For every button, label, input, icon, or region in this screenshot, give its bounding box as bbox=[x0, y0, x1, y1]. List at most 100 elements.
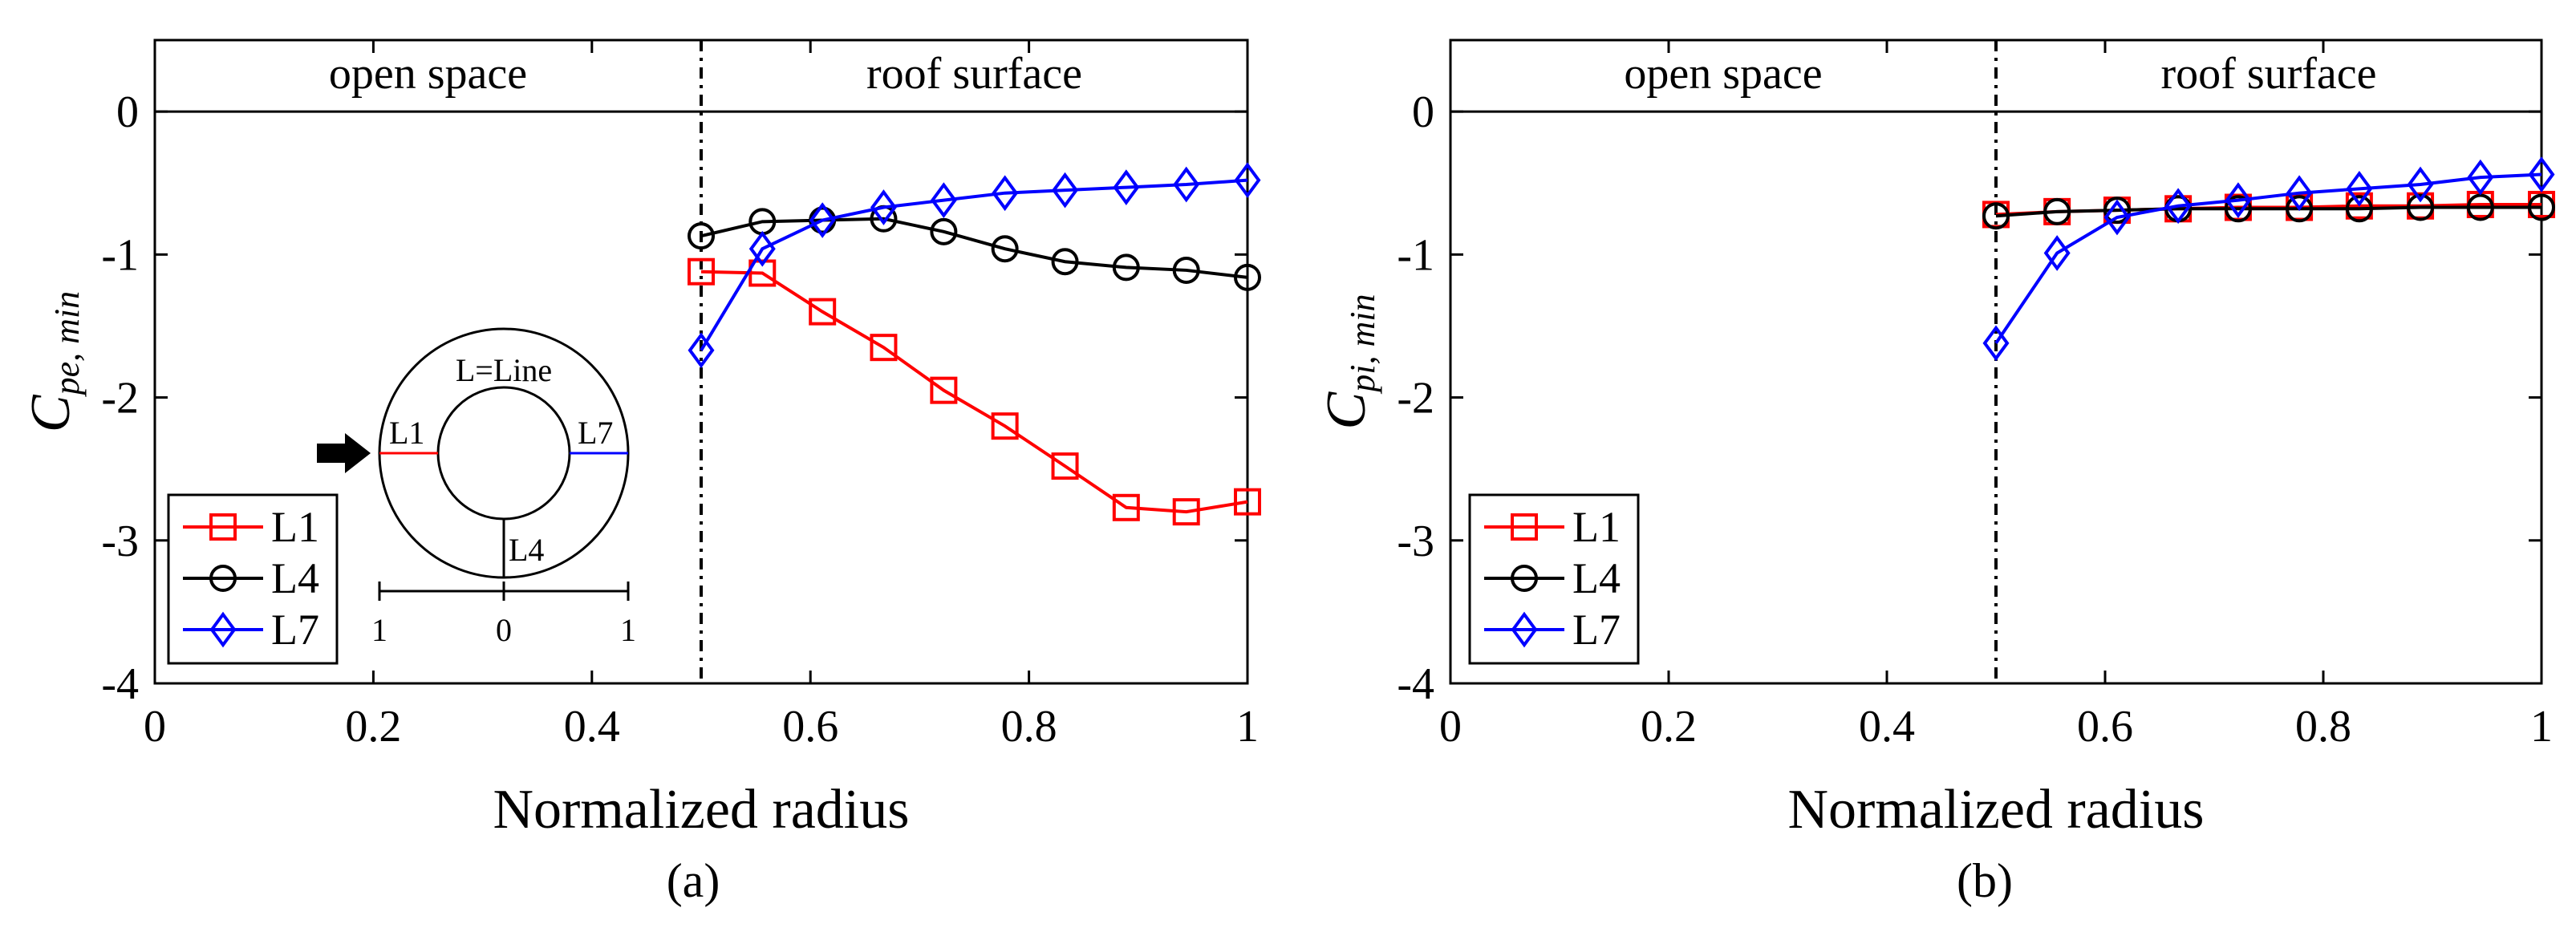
region-label-open-space: open space bbox=[329, 49, 527, 99]
data-point-l4 bbox=[1112, 253, 1140, 282]
data-point-l7 bbox=[2043, 235, 2071, 271]
x-axis-title: Normalized radius bbox=[1788, 779, 2205, 841]
y-tick-label: 0 bbox=[116, 87, 139, 137]
panel-b: open space roof surface 0 0.2 0.4 0.6 0.8 1 0 -1 -… bbox=[1316, 38, 2555, 907]
legend-marker-l4 bbox=[209, 565, 237, 592]
inset-label-l1: L1 bbox=[389, 415, 424, 451]
region-label-open-space: open space bbox=[1624, 49, 1822, 99]
x-tick-label: 0.6 bbox=[782, 702, 838, 752]
series-line-l1 bbox=[700, 269, 1248, 514]
data-point-l7 bbox=[2467, 159, 2494, 196]
x-tick-label: 0.4 bbox=[1859, 702, 1915, 752]
data-point-l7 bbox=[992, 175, 1019, 212]
y-tick-label: -4 bbox=[101, 659, 139, 709]
data-point-l7 bbox=[1982, 325, 2010, 362]
data-point-l7 bbox=[2164, 188, 2192, 225]
y-tick-label: -2 bbox=[101, 374, 139, 423]
y-axis-title-subscript: pe, min bbox=[47, 291, 87, 398]
legend-label-l4: L4 bbox=[271, 554, 319, 602]
data-point-l7 bbox=[2407, 166, 2434, 203]
inset-label-l7: L7 bbox=[578, 415, 613, 451]
legend-marker-l4 bbox=[1511, 565, 1538, 592]
data-point-l7 bbox=[1052, 172, 1079, 209]
data-point-l7 bbox=[1173, 166, 1200, 203]
data-point-l7 bbox=[688, 332, 715, 369]
data-point-l1 bbox=[809, 298, 837, 326]
data-point-l4 bbox=[930, 217, 958, 245]
data-point-l1 bbox=[1051, 452, 1079, 480]
x-tick-label: 0 bbox=[144, 702, 166, 752]
series-line-l4 bbox=[700, 217, 1248, 279]
inset-scale-label: 1 bbox=[371, 612, 387, 648]
x-tick-label: 0.8 bbox=[1001, 702, 1057, 752]
data-point-l7 bbox=[809, 202, 836, 238]
data-point-l4 bbox=[991, 235, 1019, 263]
x-axis-title: Normalized radius bbox=[493, 779, 910, 841]
x-tick-label: 1 bbox=[1236, 702, 1259, 752]
inset-scale-label: 0 bbox=[496, 612, 512, 648]
series-line-l4 bbox=[1995, 205, 2542, 218]
y-axis-title: Cpi, min bbox=[1316, 294, 1382, 430]
data-point-l1 bbox=[1112, 493, 1140, 521]
legend-label-l7: L7 bbox=[271, 606, 319, 654]
x-tick-label: 0.8 bbox=[2295, 702, 2351, 752]
y-tick-label: -1 bbox=[1397, 230, 1434, 280]
y-tick-label: -2 bbox=[1397, 374, 1434, 423]
data-point-l7 bbox=[748, 230, 776, 267]
legend-label-l7: L7 bbox=[1572, 606, 1621, 654]
data-point-l7 bbox=[2103, 199, 2131, 236]
data-point-l1 bbox=[870, 334, 898, 362]
series-line-l7 bbox=[700, 178, 1248, 351]
y-tick-label: -3 bbox=[101, 517, 139, 566]
inset-title: L=Line bbox=[456, 352, 552, 388]
y-tick-label: 0 bbox=[1412, 87, 1434, 137]
region-label-roof-surface: roof surface bbox=[2161, 49, 2377, 99]
data-point-l1 bbox=[1234, 488, 1261, 516]
data-point-l4 bbox=[1172, 256, 1200, 284]
x-tick-label: 0.2 bbox=[1641, 702, 1697, 752]
series-line-l7 bbox=[1994, 172, 2542, 344]
legend-marker-l1 bbox=[1511, 513, 1538, 541]
data-point-l4 bbox=[2466, 193, 2494, 221]
data-point-l1 bbox=[688, 257, 715, 286]
data-point-l7 bbox=[2225, 182, 2252, 218]
data-point-l1 bbox=[1172, 498, 1200, 526]
wind-arrow-icon bbox=[317, 433, 371, 473]
legend-label-l1: L1 bbox=[271, 503, 319, 551]
data-point-l7 bbox=[870, 189, 897, 225]
x-tick-label: 1 bbox=[2530, 702, 2553, 752]
data-point-l4 bbox=[2528, 193, 2555, 221]
x-tick-label: 0.4 bbox=[564, 702, 620, 752]
data-point-l4 bbox=[2407, 193, 2435, 221]
legend-label-l1: L1 bbox=[1572, 503, 1621, 551]
legend-marker-l7 bbox=[209, 611, 237, 648]
data-point-l4 bbox=[1234, 263, 1261, 291]
data-point-l1 bbox=[991, 412, 1019, 440]
panel-label: (a) bbox=[667, 854, 720, 907]
data-point-l7 bbox=[2528, 156, 2555, 192]
y-axis-title: Cpe, min bbox=[20, 291, 87, 432]
data-point-l4 bbox=[2043, 197, 2071, 225]
data-point-l7 bbox=[1234, 162, 1261, 199]
data-point-l4 bbox=[688, 222, 715, 250]
data-point-l4 bbox=[2286, 195, 2314, 223]
y-tick-label: -1 bbox=[101, 230, 139, 280]
y-tick-label: -4 bbox=[1397, 659, 1434, 709]
legend-marker-l1 bbox=[209, 513, 237, 541]
y-axis-title-subscript: pi, min bbox=[1343, 294, 1382, 395]
x-tick-label: 0.2 bbox=[345, 702, 401, 752]
data-point-l4 bbox=[2345, 195, 2373, 223]
data-point-l4 bbox=[1982, 202, 2010, 230]
data-point-l1 bbox=[930, 376, 958, 404]
y-axis-title-main: C bbox=[1316, 391, 1377, 429]
y-tick-label: -3 bbox=[1397, 517, 1434, 566]
data-point-l7 bbox=[930, 182, 957, 218]
inset-inner-ring bbox=[436, 386, 571, 521]
data-point-l4 bbox=[2224, 195, 2252, 223]
x-tick-label: 0 bbox=[1439, 702, 1462, 752]
panel-label: (b) bbox=[1957, 854, 2013, 907]
inset-scale-label: 1 bbox=[620, 612, 636, 648]
inset-label-l4: L4 bbox=[509, 532, 544, 568]
region-label-roof-surface: roof surface bbox=[866, 49, 1082, 99]
